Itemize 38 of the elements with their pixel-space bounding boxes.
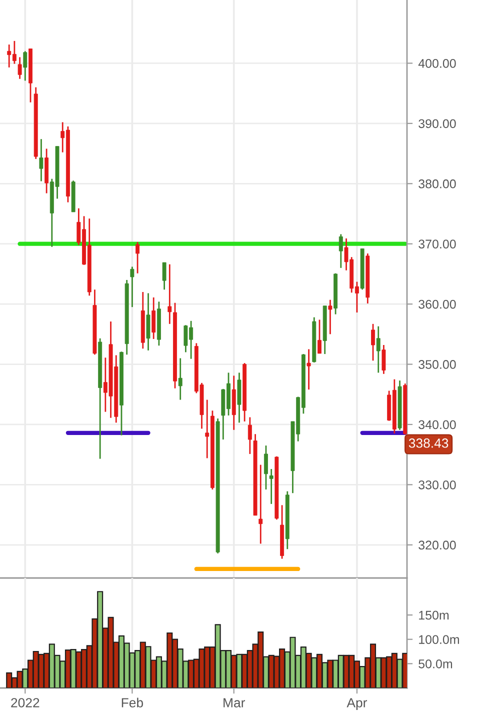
y-tick-label: 390.00 bbox=[418, 119, 456, 128]
x-tick-label: Feb bbox=[122, 698, 144, 708]
y-tick-label: 320.00 bbox=[418, 540, 456, 550]
candlestick bbox=[18, 56, 22, 80]
y-tick-label: 150m bbox=[419, 610, 449, 620]
candlestick bbox=[136, 241, 140, 274]
x-tick-label: Mar bbox=[224, 698, 246, 708]
candlestick bbox=[152, 296, 156, 340]
candlestick bbox=[39, 138, 44, 182]
candlestick bbox=[338, 234, 343, 269]
candlestick bbox=[269, 468, 274, 505]
candlestick bbox=[130, 266, 134, 308]
y-tick-label: 50.0m bbox=[418, 659, 452, 668]
candlestick bbox=[306, 348, 311, 390]
y-tick-label: 370.00 bbox=[418, 240, 456, 248]
candlestick bbox=[168, 264, 172, 325]
candlestick bbox=[248, 416, 252, 455]
x-tick-label: 2022 bbox=[11, 698, 40, 708]
candlestick bbox=[371, 323, 375, 362]
y-tick-label: 340.00 bbox=[418, 420, 456, 430]
y-tick-label: 400.00 bbox=[418, 59, 456, 68]
text: 338.43 bbox=[408, 438, 448, 448]
candlestick bbox=[264, 444, 268, 490]
x-tick-label: Apr bbox=[346, 698, 368, 710]
y-tick-label: 380.00 bbox=[418, 179, 456, 188]
candlestick bbox=[162, 262, 166, 290]
candlestick bbox=[376, 326, 380, 374]
y-tick-label: 330.00 bbox=[418, 480, 456, 490]
candlestick bbox=[258, 464, 263, 544]
candlestick bbox=[23, 50, 28, 82]
candlestick bbox=[178, 358, 182, 400]
candlestick bbox=[146, 292, 150, 352]
candlestick bbox=[382, 344, 386, 375]
y-tick-label: 350.00 bbox=[418, 360, 456, 369]
y-tick-label: 360.00 bbox=[418, 300, 456, 309]
candlestick bbox=[328, 299, 332, 335]
candlestick bbox=[318, 319, 322, 354]
y-tick-label: 100.0m bbox=[419, 635, 459, 644]
